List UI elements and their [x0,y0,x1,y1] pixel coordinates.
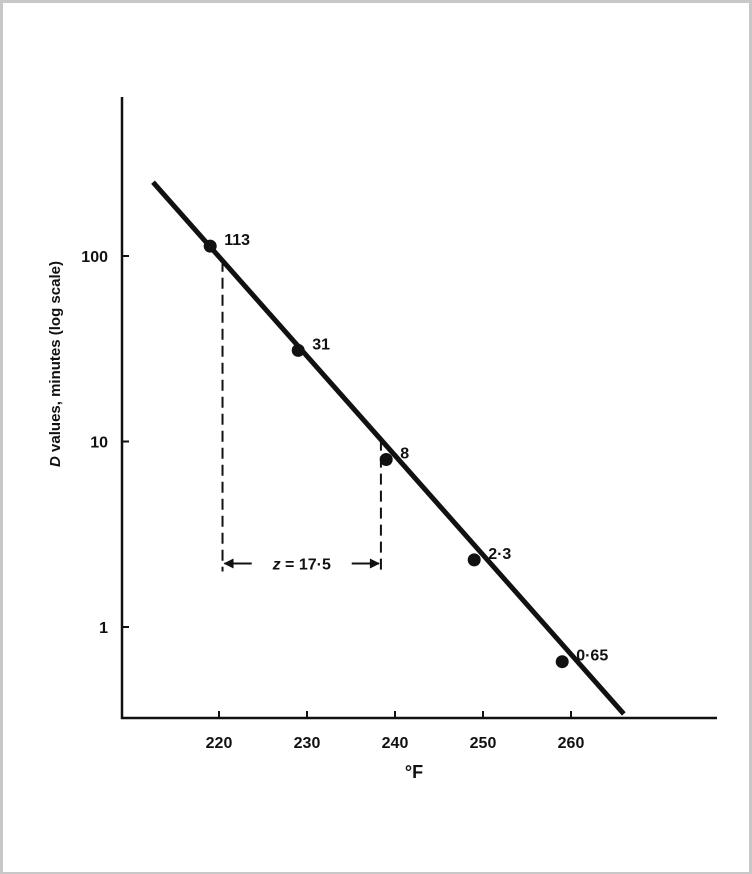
y-axis-label-text: values, minutes (log scale) [47,261,64,456]
z-value: = 17·5 [281,556,331,573]
x-tick-label: 220 [206,735,233,752]
axes [120,97,717,720]
z-arrowhead-left [223,558,234,569]
x-tick-label: 250 [470,735,497,752]
y-tick-label: 10 [90,435,108,452]
fit-line [151,180,626,716]
data-point [467,553,481,567]
data-point [291,343,305,357]
y-axis-label: D values, minutes (log scale) [47,261,64,467]
data-label: 113 [224,232,250,249]
z-symbol: z [272,556,281,573]
data-label: 0·65 [576,648,608,665]
data-point [379,452,393,466]
x-tick-label: 230 [294,735,321,752]
y-axis-label-symbol: D [47,456,64,467]
z-annotation: z = 17·5 [221,260,382,573]
z-arrowhead-right [369,558,380,569]
ticks: 220 230 240 250 260 1 10 100 [81,249,584,752]
z-annotation-label: z = 17·5 [272,556,331,573]
x-tick-label: 240 [382,735,409,752]
data-point [555,655,569,669]
data-point [203,239,217,253]
y-tick-label: 1 [99,620,108,637]
x-axis-label: °F [405,762,423,782]
data-label: 8 [400,445,409,462]
data-label: 2·3 [488,546,511,563]
data-label: 31 [312,336,330,353]
marks: 113 31 8 2·3 0·65 [151,180,626,716]
x-tick-label: 260 [558,735,585,752]
y-tick-label: 100 [81,249,108,266]
